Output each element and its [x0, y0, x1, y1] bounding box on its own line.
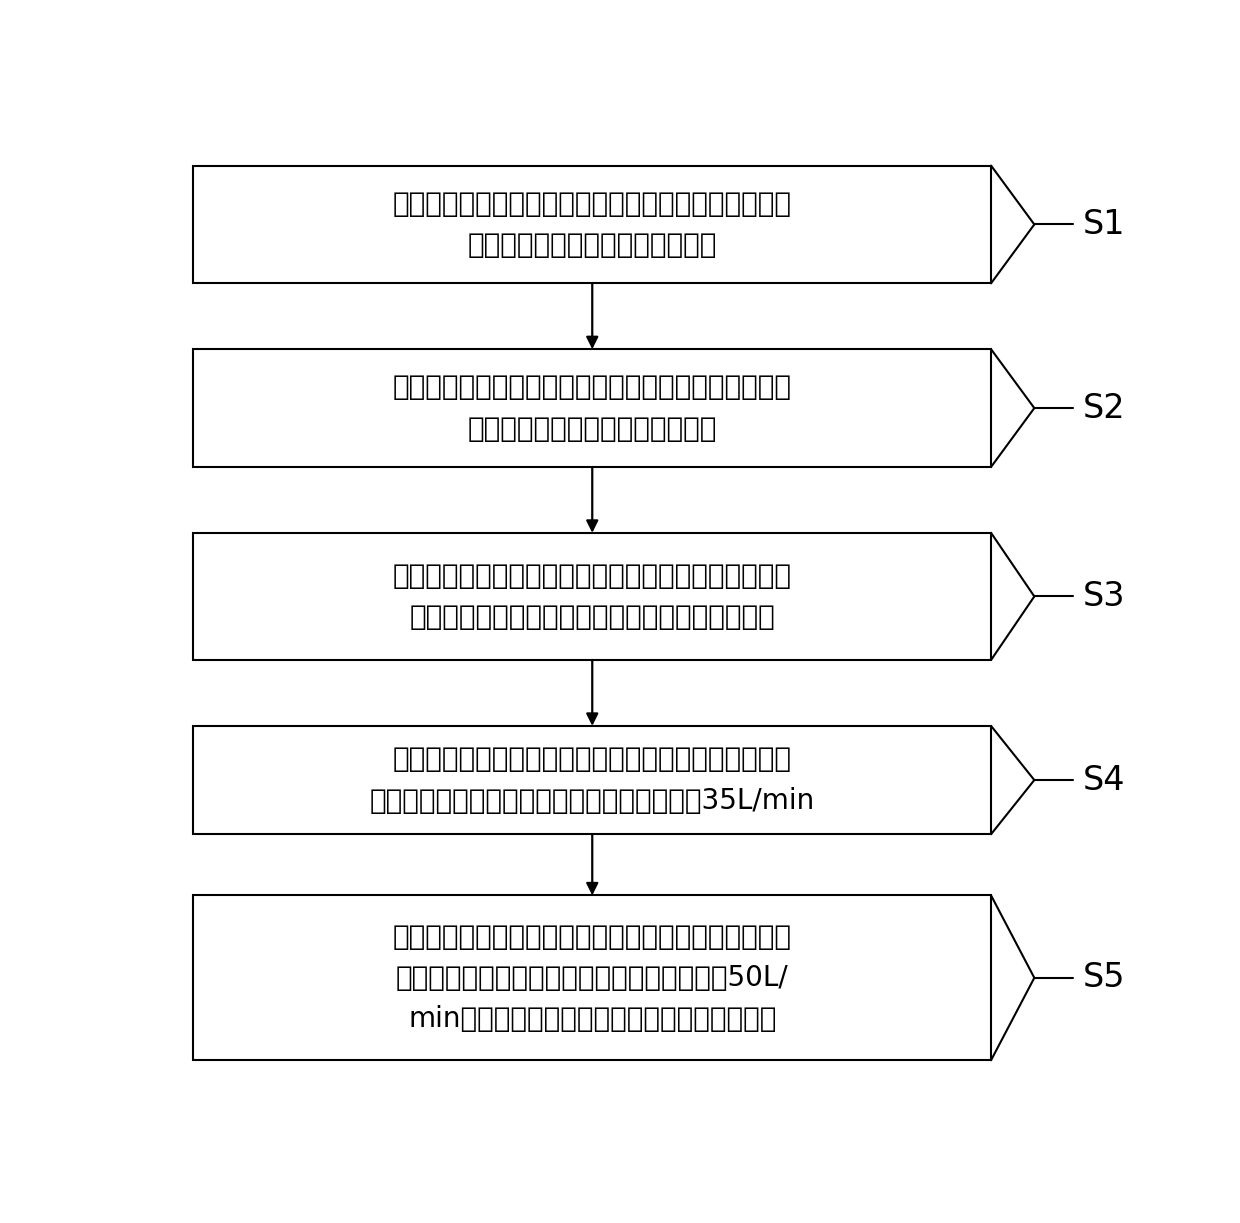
- Bar: [193, 533, 991, 660]
- Text: S1: S1: [1083, 208, 1125, 241]
- Bar: [193, 726, 991, 834]
- Text: S5: S5: [1083, 961, 1125, 994]
- Text: S4: S4: [1083, 763, 1125, 796]
- Text: S3: S3: [1083, 580, 1125, 613]
- Text: 提供一晶圆，所述晶圆包括一衬底以及依次形成于所述
衬底预定区域上的金属层和阻挡层: 提供一晶圆，所述晶圆包括一衬底以及依次形成于所述 衬底预定区域上的金属层和阻挡层: [393, 190, 792, 259]
- Bar: [193, 895, 991, 1060]
- Text: 采用大于等于第一预设温度的去离子水对所述晶圆进行
第一次清洗，所述第一次清洗的流量小于等于35L/min: 采用大于等于第一预设温度的去离子水对所述晶圆进行 第一次清洗，所述第一次清洗的流…: [370, 746, 815, 815]
- Bar: [193, 350, 991, 467]
- Text: 对所述晶圆进行快速热退火处理，以在所述衬底和所述
金属层的界面处形成金属硅化物层: 对所述晶圆进行快速热退火处理，以在所述衬底和所述 金属层的界面处形成金属硅化物层: [393, 373, 792, 443]
- Text: 去除所述阻挡层和所述金属层，以暴露出所述金属硅化
物层，所述金属金属硅化物层上附着有氧化物颗粒: 去除所述阻挡层和所述金属层，以暴露出所述金属硅化 物层，所述金属金属硅化物层上附…: [393, 561, 792, 631]
- Bar: [193, 165, 991, 284]
- Text: 采用小于等于第二预设温度的去离子水对所述晶圆进行
第二次清洗，所述第二次清洗的流量大于等于50L/
min，所述第二预设温度小于所述第一预设温度: 采用小于等于第二预设温度的去离子水对所述晶圆进行 第二次清洗，所述第二次清洗的流…: [393, 922, 792, 1033]
- Text: S2: S2: [1083, 391, 1125, 424]
